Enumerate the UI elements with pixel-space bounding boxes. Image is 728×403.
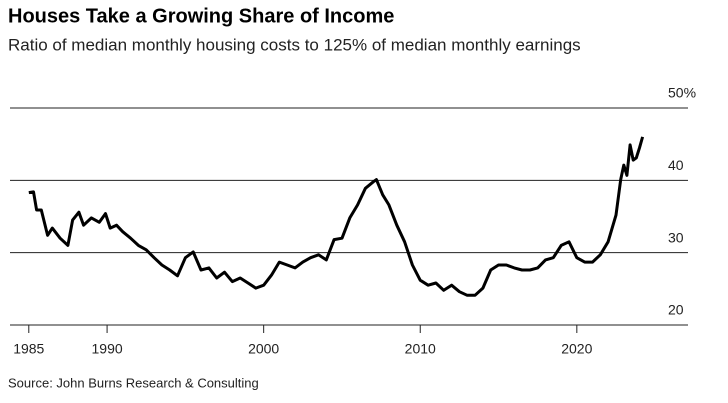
- chart-subtitle: Ratio of median monthly housing costs to…: [8, 35, 581, 54]
- y-tick-label: 40: [668, 157, 684, 173]
- x-tick-label: 2000: [248, 341, 279, 357]
- x-tick-label: 2010: [405, 341, 436, 357]
- y-tick-label: 30: [668, 229, 684, 245]
- x-tick-label: 2020: [561, 341, 592, 357]
- x-tick-label: 1985: [13, 341, 44, 357]
- chart-title: Houses Take a Growing Share of Income: [8, 5, 394, 27]
- data-line: [28, 136, 645, 297]
- x-tick-label: 1990: [92, 341, 123, 357]
- source: Source: John Burns Research & Consulting: [8, 375, 259, 390]
- y-tick-label: 20: [668, 302, 684, 318]
- y-tick-label: 50%: [668, 85, 696, 101]
